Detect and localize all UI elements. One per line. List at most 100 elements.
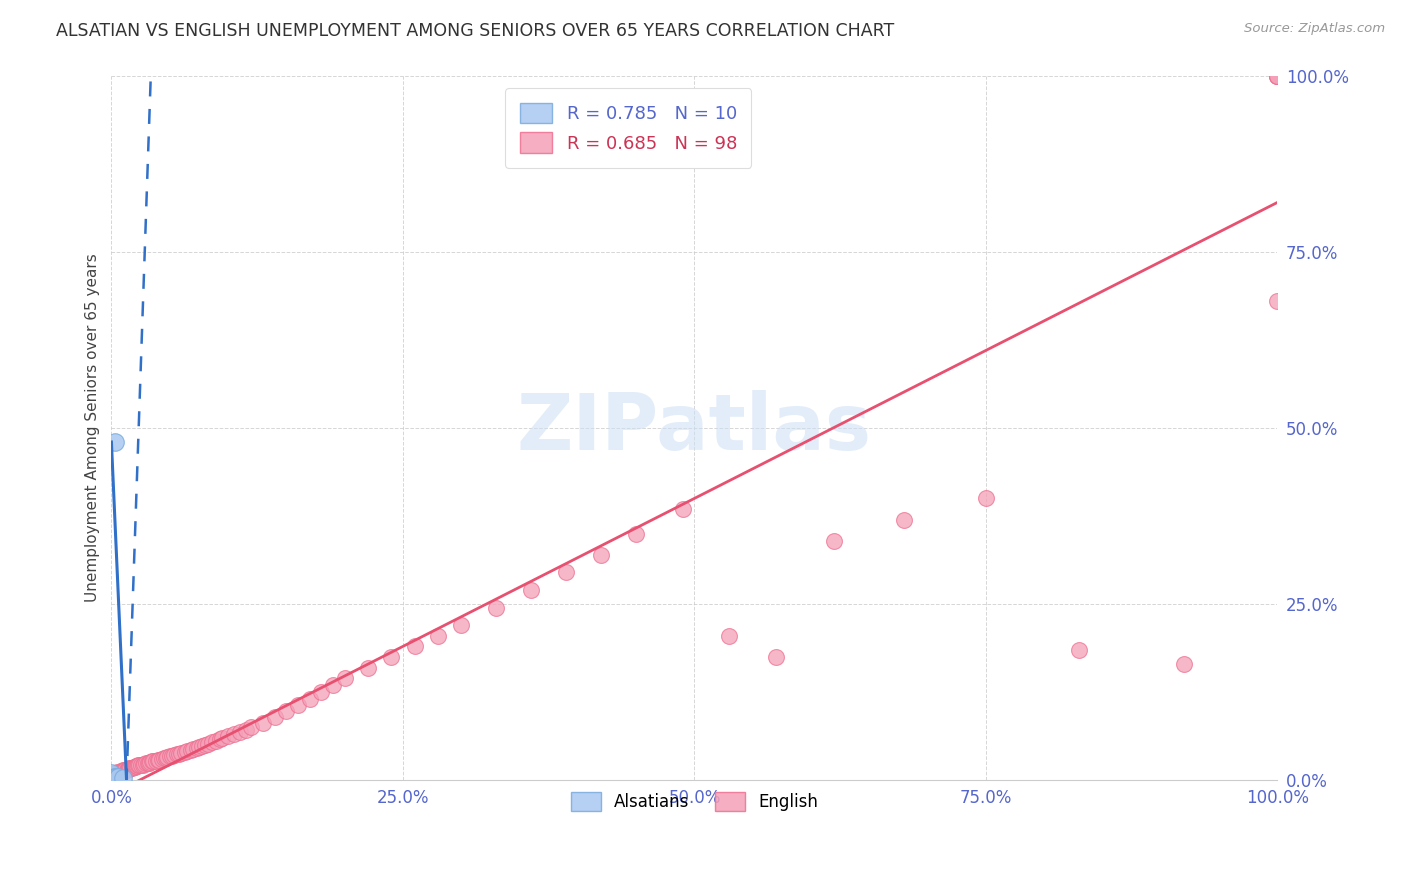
Text: Source: ZipAtlas.com: Source: ZipAtlas.com [1244, 22, 1385, 36]
Point [148, 753, 170, 767]
Point [122, 760, 145, 774]
Point [208, 732, 231, 747]
Point [127, 758, 149, 772]
Point [105, 764, 128, 779]
Point [107, 766, 129, 780]
Point [235, 723, 257, 737]
Point [191, 739, 214, 753]
Text: ALSATIAN VS ENGLISH UNEMPLOYMENT AMONG SENIORS OVER 65 YEARS CORRELATION CHART: ALSATIAN VS ENGLISH UNEMPLOYMENT AMONG S… [56, 22, 894, 40]
Point [135, 756, 157, 771]
Point [101, 771, 124, 785]
Point [485, 600, 508, 615]
Point [287, 698, 309, 712]
Point [222, 727, 245, 741]
Point [322, 678, 344, 692]
Point [138, 756, 160, 770]
Point [100, 772, 122, 786]
Point [117, 762, 139, 776]
Point [591, 548, 613, 562]
Text: ZIPatlas: ZIPatlas [517, 390, 872, 466]
Point [205, 734, 228, 748]
Point [263, 710, 285, 724]
Point [187, 740, 209, 755]
Legend: Alsatians, English: Alsatians, English [558, 779, 831, 825]
Point [110, 764, 132, 779]
Point [107, 771, 129, 785]
Point [128, 758, 150, 772]
Point [118, 762, 141, 776]
Point [132, 757, 155, 772]
Point [163, 747, 186, 762]
Point [173, 745, 195, 759]
Point [160, 748, 183, 763]
Point [1267, 69, 1289, 83]
Point [112, 764, 135, 779]
Point [100, 767, 122, 781]
Point [100, 766, 122, 780]
Point [1267, 69, 1289, 83]
Point [1267, 69, 1289, 83]
Point [112, 764, 135, 778]
Point [181, 742, 204, 756]
Point [104, 435, 127, 450]
Point [170, 746, 193, 760]
Point [103, 771, 125, 785]
Point [974, 491, 997, 506]
Point [718, 629, 741, 643]
Point [120, 761, 142, 775]
Point [100, 769, 122, 783]
Point [672, 502, 695, 516]
Point [252, 715, 274, 730]
Point [166, 747, 188, 762]
Point [167, 747, 190, 761]
Point [145, 754, 167, 768]
Point [159, 749, 181, 764]
Point [156, 750, 179, 764]
Point [125, 759, 148, 773]
Point [1069, 643, 1091, 657]
Point [108, 765, 131, 780]
Point [150, 752, 173, 766]
Point [1267, 293, 1289, 308]
Point [118, 761, 141, 775]
Point [110, 764, 132, 779]
Point [114, 763, 136, 777]
Point [125, 759, 148, 773]
Point [520, 582, 543, 597]
Point [105, 766, 128, 780]
Point [139, 755, 162, 769]
Point [155, 750, 177, 764]
Point [211, 731, 233, 745]
Point [146, 753, 169, 767]
Point [100, 770, 122, 784]
Point [180, 743, 202, 757]
Point [555, 566, 578, 580]
Point [276, 704, 298, 718]
Point [104, 767, 127, 781]
Point [194, 738, 217, 752]
Point [201, 735, 224, 749]
Point [129, 757, 152, 772]
Point [112, 764, 135, 778]
Point [380, 650, 402, 665]
Point [765, 650, 787, 665]
Point [357, 660, 380, 674]
Point [404, 640, 426, 654]
Point [1267, 69, 1289, 83]
Point [298, 691, 321, 706]
Point [111, 764, 134, 779]
Point [197, 737, 219, 751]
Y-axis label: Unemployment Among Seniors over 65 years: Unemployment Among Seniors over 65 years [86, 253, 100, 602]
Point [132, 757, 155, 772]
Point [240, 721, 263, 735]
Point [217, 729, 239, 743]
Point [105, 767, 128, 781]
Point [142, 754, 165, 768]
Point [124, 760, 146, 774]
Point [105, 770, 128, 784]
Point [176, 744, 198, 758]
Point [333, 671, 356, 685]
Point [136, 756, 159, 770]
Point [311, 685, 333, 699]
Point [103, 767, 125, 781]
